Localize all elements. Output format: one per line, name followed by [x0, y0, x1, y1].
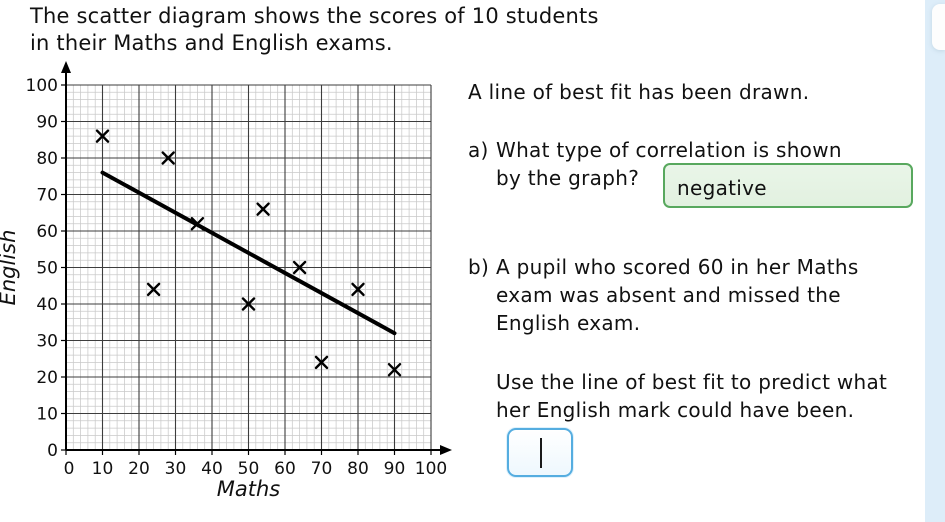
question-a-line1: What type of correlation is shown	[496, 138, 842, 162]
svg-text:0: 0	[47, 441, 58, 461]
x-axis-title: Maths	[217, 477, 281, 501]
question-b-prompt-line1: Use the line of best fit to predict what	[496, 370, 888, 394]
scrollbar-track[interactable]	[925, 0, 945, 522]
y-axis-arrow	[61, 61, 71, 73]
svg-text:30: 30	[36, 332, 58, 352]
question-b-line2: exam was absent and missed the	[496, 283, 841, 307]
svg-text:30: 30	[165, 459, 187, 479]
svg-text:50: 50	[36, 259, 58, 279]
svg-text:40: 40	[201, 459, 223, 479]
y-axis-title: English	[0, 230, 20, 306]
x-axis-arrow	[440, 445, 452, 455]
question-b-line3: English exam.	[496, 311, 641, 335]
question-b-label: b)	[468, 255, 490, 279]
data-points	[95, 129, 402, 377]
svg-text:10: 10	[92, 459, 114, 479]
question-a-line2: by the graph?	[496, 166, 640, 190]
svg-text:90: 90	[36, 113, 58, 133]
svg-text:80: 80	[347, 459, 369, 479]
grid-major	[66, 84, 432, 450]
svg-text:20: 20	[128, 459, 150, 479]
answer-value-correlation: negative	[677, 176, 767, 200]
svg-text:100: 100	[26, 76, 58, 96]
svg-text:0: 0	[64, 459, 75, 479]
svg-text:100: 100	[415, 459, 447, 479]
question-title-line1: The scatter diagram shows the scores of …	[30, 4, 599, 28]
question-a-label: a)	[468, 138, 489, 162]
text-cursor	[540, 438, 542, 468]
svg-text:40: 40	[36, 295, 58, 315]
svg-text:90: 90	[384, 459, 406, 479]
scatter-diagram: 0 10 20 30 40 50 60 70 80 90 100 0 10 20 30 40 50 60 70 80 9…	[0, 55, 460, 521]
question-title-line2: in their Maths and English exams.	[30, 31, 393, 55]
scatter-chart: 0 10 20 30 40 50 60 70 80 90 100 0 10 20 30 40 50 60 70 80 9…	[0, 61, 452, 501]
svg-text:20: 20	[36, 368, 58, 388]
answer-input-correlation[interactable]: negative	[663, 163, 913, 208]
question-title: The scatter diagram shows the scores of …	[30, 3, 599, 57]
svg-text:50: 50	[238, 459, 260, 479]
svg-text:10: 10	[36, 405, 58, 425]
svg-text:70: 70	[36, 186, 58, 206]
svg-text:70: 70	[311, 459, 333, 479]
best-fit-line	[100, 170, 397, 336]
svg-text:60: 60	[36, 222, 58, 242]
axes	[61, 61, 452, 455]
answer-input-prediction[interactable]	[507, 428, 573, 477]
question-b-prompt-line2: her English mark could have been.	[496, 398, 855, 422]
tick-labels: 0 10 20 30 40 50 60 70 80 90 100 0 10 20 30 40 50 60 70 80 9…	[26, 76, 448, 479]
question-b-line1: A pupil who scored 60 in her Maths	[496, 255, 859, 279]
intro-text: A line of best fit has been drawn.	[468, 80, 810, 104]
svg-text:80: 80	[36, 149, 58, 169]
svg-text:60: 60	[274, 459, 296, 479]
scrollbar-thumb[interactable]	[932, 4, 945, 50]
